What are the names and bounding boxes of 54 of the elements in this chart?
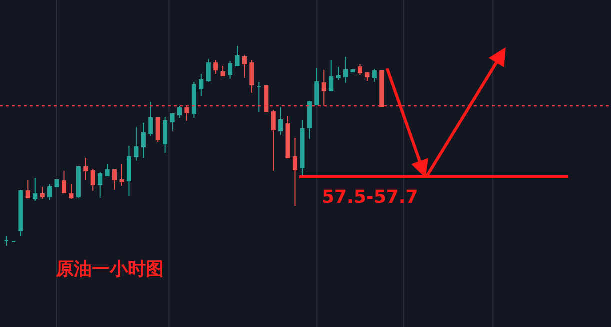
candlestick [69, 184, 74, 200]
candlestick [300, 120, 305, 176]
candlestick [336, 66, 341, 80]
candlestick [365, 72, 370, 82]
candlestick [380, 70, 384, 108]
candlestick [184, 106, 190, 122]
candlestick [372, 68, 377, 82]
candlestick [358, 64, 362, 76]
candlestick [156, 118, 160, 142]
candlestick [126, 146, 132, 196]
candlestick [105, 164, 110, 176]
candlestick [148, 102, 154, 136]
text: 原油一小时图 [55, 259, 164, 280]
candlestick [84, 158, 88, 180]
candlestick [235, 46, 240, 66]
candlestick [199, 74, 204, 96]
annotation: 57.5-57.7 [322, 187, 418, 208]
candlestick [286, 116, 290, 158]
candlestick [170, 114, 175, 132]
candlestick [350, 70, 356, 72]
candlestick [4, 236, 9, 246]
candlestick [141, 122, 146, 158]
candlestick [40, 186, 45, 200]
candlestick [62, 170, 67, 194]
candlestick [33, 178, 38, 202]
candlestick [264, 86, 269, 112]
candlestick [112, 170, 118, 190]
candlestick [344, 56, 348, 84]
candlestick [163, 116, 168, 154]
candlestick [256, 82, 262, 112]
candlestick [120, 164, 124, 186]
candlestick [54, 180, 60, 188]
candlestick [307, 100, 312, 140]
candlestick [271, 110, 276, 172]
candlestick [278, 106, 284, 136]
candlestick [242, 54, 247, 78]
candlestick [192, 82, 196, 118]
candlestick [98, 172, 103, 198]
candlestick [314, 68, 320, 106]
candlestick [214, 60, 218, 74]
candlestick [292, 138, 298, 206]
candlestick [90, 168, 96, 192]
candlestick [206, 58, 211, 82]
candlestick [250, 60, 254, 94]
candlestick [322, 70, 326, 106]
candlestick [220, 66, 226, 76]
candlestick [177, 106, 182, 118]
candlestick [329, 60, 334, 92]
candlestick [18, 190, 24, 236]
candlestick [76, 166, 81, 198]
candlestick [48, 184, 52, 200]
candlestick [228, 60, 233, 80]
candlestick [134, 126, 139, 162]
candlestick [26, 180, 30, 198]
